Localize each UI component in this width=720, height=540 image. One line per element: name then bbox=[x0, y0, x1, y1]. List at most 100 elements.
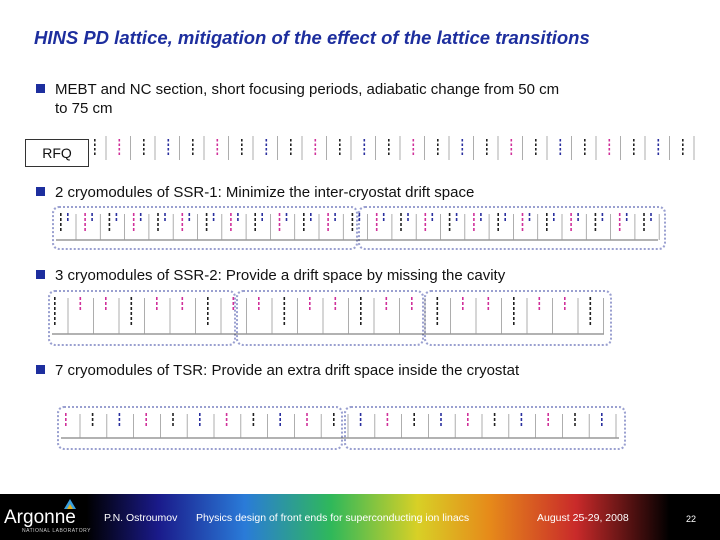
lattice-element-mark bbox=[412, 139, 415, 142]
lattice-element-mark bbox=[400, 218, 402, 221]
lattice-element-mark bbox=[436, 297, 439, 300]
lattice-element-mark bbox=[473, 223, 475, 226]
lattice-element-mark bbox=[448, 223, 451, 226]
lattice-element-mark bbox=[559, 148, 562, 151]
lattice-element-mark bbox=[633, 152, 635, 155]
lattice-element-mark bbox=[91, 413, 94, 416]
lattice-element-mark bbox=[327, 218, 329, 221]
lattice-element-mark bbox=[574, 413, 576, 416]
lattice-element-mark bbox=[132, 213, 135, 216]
lattice-element-mark bbox=[91, 423, 94, 426]
lattice-element-mark bbox=[188, 213, 191, 216]
lattice-element-mark bbox=[130, 302, 133, 305]
slide-title: HINS PD lattice, mitigation of the effec… bbox=[34, 27, 590, 48]
lattice-element-mark bbox=[306, 413, 308, 416]
lattice-element-mark bbox=[625, 213, 628, 216]
lattice-element-mark bbox=[559, 152, 562, 155]
lattice-element-mark bbox=[258, 302, 260, 305]
lattice-element-mark bbox=[199, 418, 201, 421]
lattice-element-mark bbox=[388, 143, 390, 146]
lattice-element-mark bbox=[650, 218, 652, 221]
lattice-element-mark bbox=[230, 228, 232, 231]
lattice-element-mark bbox=[205, 213, 208, 216]
lattice-element-mark bbox=[358, 213, 361, 216]
lattice-element-mark bbox=[497, 218, 499, 221]
lattice-element-mark bbox=[564, 297, 566, 300]
lattice-element-mark bbox=[547, 418, 549, 421]
lattice-element-mark bbox=[412, 143, 415, 146]
lattice-element-mark bbox=[303, 213, 305, 216]
bullet-square-icon bbox=[36, 84, 45, 93]
lattice-element-mark bbox=[440, 418, 442, 421]
lattice-element-mark bbox=[510, 143, 513, 146]
lattice-element-mark bbox=[309, 302, 311, 305]
lattice-element-mark bbox=[132, 218, 135, 221]
lattice-element-mark bbox=[278, 213, 281, 216]
lattice-element-mark bbox=[618, 228, 621, 231]
lattice-element-mark bbox=[486, 148, 488, 151]
lattice-element-mark bbox=[601, 213, 604, 216]
lattice-element-mark bbox=[94, 152, 96, 155]
lattice-element-mark bbox=[497, 213, 499, 216]
lattice-element-mark bbox=[205, 218, 208, 221]
lattice-element-mark bbox=[216, 143, 219, 146]
lattice-element-mark bbox=[359, 423, 362, 426]
lattice-element-mark bbox=[118, 418, 121, 421]
bullet-ssr2: 3 cryomodules of SSR-2: Provide a drift … bbox=[36, 266, 505, 285]
lattice-element-mark bbox=[230, 223, 232, 226]
lattice-element-mark bbox=[589, 307, 592, 310]
lattice-element-mark bbox=[232, 302, 235, 305]
lattice-element-mark bbox=[493, 423, 496, 426]
lattice-element-mark bbox=[118, 139, 121, 142]
lattice-element-mark bbox=[625, 218, 628, 221]
lattice-element-mark bbox=[351, 218, 354, 221]
lattice-element-mark bbox=[139, 213, 142, 216]
lattice-element-mark bbox=[455, 218, 458, 221]
lattice-element-mark bbox=[564, 302, 566, 305]
lattice-element-mark bbox=[216, 148, 219, 151]
lattice-element-mark bbox=[130, 307, 133, 310]
lattice-element-mark bbox=[351, 223, 354, 226]
lattice-element-mark bbox=[570, 218, 572, 221]
lattice-element-mark bbox=[225, 418, 228, 421]
lattice-element-mark bbox=[535, 143, 537, 146]
lattice-element-mark bbox=[207, 302, 209, 305]
lattice-element-mark bbox=[493, 418, 496, 421]
lattice-element-mark bbox=[413, 423, 415, 426]
lattice-element-mark bbox=[334, 218, 336, 221]
lattice-element-mark bbox=[303, 223, 305, 226]
lattice-element-mark bbox=[199, 423, 201, 426]
lattice-element-mark bbox=[553, 213, 555, 216]
ssr2-cryomodule-1 bbox=[48, 290, 236, 346]
lattice-element-mark bbox=[538, 297, 541, 300]
lattice-element-mark bbox=[84, 223, 86, 226]
lattice-element-mark bbox=[589, 322, 592, 325]
lattice-element-mark bbox=[145, 413, 147, 416]
lattice-element-mark bbox=[265, 148, 268, 151]
lattice-element-mark bbox=[283, 307, 286, 310]
bullet-square-icon bbox=[36, 187, 45, 196]
lattice-element-mark bbox=[574, 418, 576, 421]
lattice-element-mark bbox=[181, 213, 184, 216]
lattice-element-mark bbox=[618, 223, 621, 226]
lattice-element-mark bbox=[157, 223, 159, 226]
lattice-element-mark bbox=[181, 307, 184, 310]
lattice-element-mark bbox=[359, 418, 362, 421]
lattice-element-mark bbox=[521, 213, 524, 216]
lattice-element-mark bbox=[94, 139, 96, 142]
lattice-element-mark bbox=[145, 423, 147, 426]
lattice-element-mark bbox=[520, 418, 523, 421]
lattice-element-mark bbox=[618, 218, 621, 221]
lattice-element-mark bbox=[448, 218, 451, 221]
lattice-element-mark bbox=[360, 302, 362, 305]
lattice-element-mark bbox=[424, 213, 427, 216]
lattice-element-mark bbox=[339, 139, 341, 142]
lattice-element-mark bbox=[91, 218, 93, 221]
lattice-element-mark bbox=[157, 218, 159, 221]
lattice-element-mark bbox=[130, 297, 133, 300]
lattice-element-mark bbox=[570, 223, 572, 226]
lattice-element-mark bbox=[79, 307, 82, 310]
lattice-element-mark bbox=[290, 143, 292, 146]
lattice-element-mark bbox=[309, 307, 311, 310]
footer-page-number: 22 bbox=[686, 514, 697, 524]
